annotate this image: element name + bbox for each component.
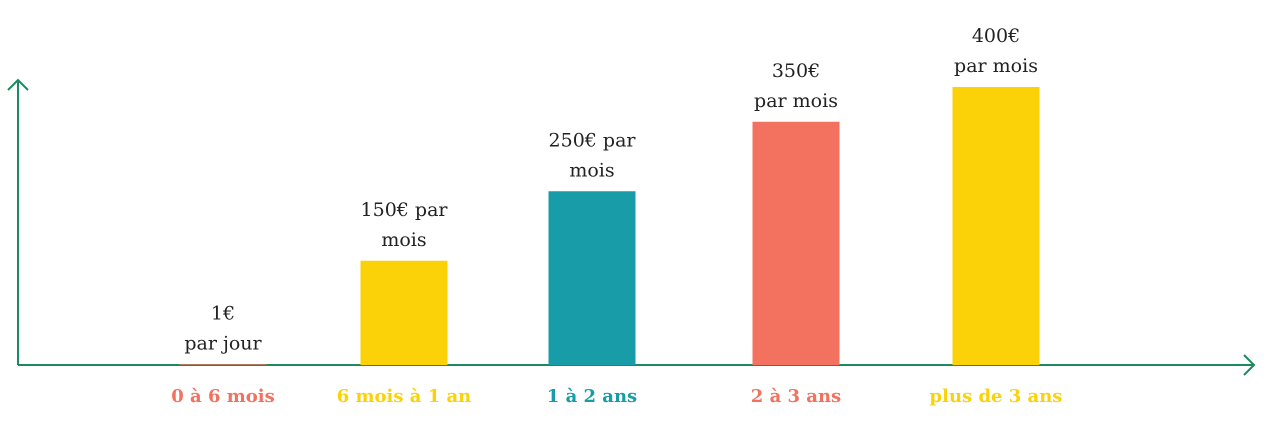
bar — [752, 121, 840, 365]
category-label: plus de 3 ans — [930, 386, 1063, 407]
category-label: 2 à 3 ans — [751, 386, 841, 407]
y-axis-arrow — [7, 78, 29, 91]
value-label: 150€ par — [361, 199, 449, 221]
value-label: par jour — [184, 332, 262, 354]
value-label: mois — [381, 229, 426, 251]
value-label: par mois — [954, 55, 1038, 77]
value-label: par mois — [754, 90, 838, 112]
bar — [360, 260, 448, 365]
value-label: 400€ — [972, 25, 1020, 47]
x-axis-arrow — [1243, 354, 1256, 376]
value-label: 250€ par — [549, 129, 637, 151]
value-label: 1€ — [211, 302, 235, 324]
bar — [548, 191, 636, 365]
category-label: 1 à 2 ans — [547, 386, 637, 407]
category-label: 0 à 6 mois — [171, 386, 275, 407]
category-label: 6 mois à 1 an — [337, 386, 472, 407]
bar — [952, 87, 1040, 365]
bar — [179, 364, 267, 365]
value-label: mois — [569, 159, 614, 181]
value-label: 350€ — [772, 60, 820, 82]
